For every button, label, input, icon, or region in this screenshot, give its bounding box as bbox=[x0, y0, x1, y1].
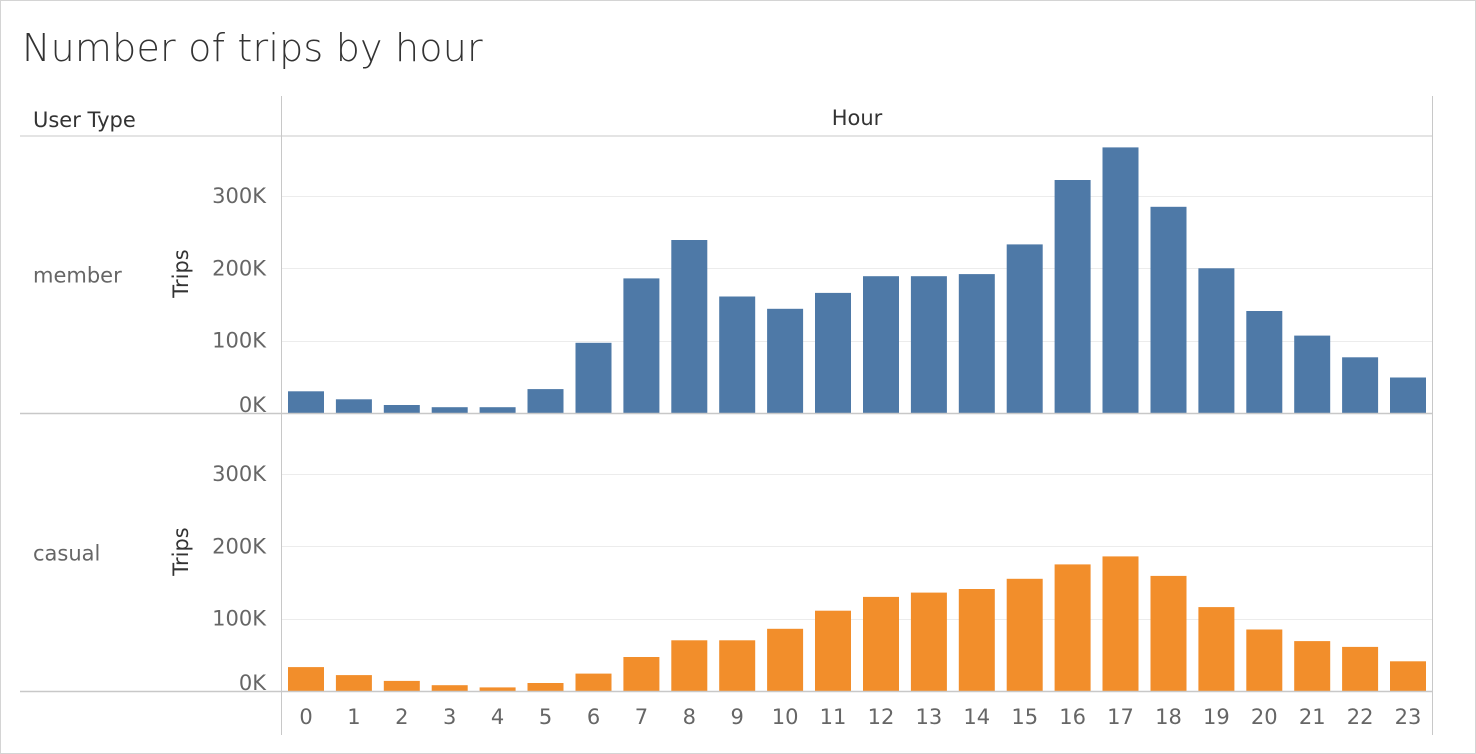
bar-member-hour-22 bbox=[1342, 357, 1379, 413]
x-tick-5: 5 bbox=[539, 705, 552, 729]
header-lines bbox=[20, 96, 1433, 137]
x-tick-22: 22 bbox=[1347, 705, 1374, 729]
bar-member-hour-12 bbox=[863, 276, 899, 413]
bar-member-hour-17 bbox=[1102, 147, 1139, 413]
bar-member-hour-9 bbox=[719, 296, 756, 413]
y-tick-casual-200K: 200K bbox=[212, 534, 267, 558]
bar-casual-hour-21 bbox=[1294, 641, 1331, 691]
bar-member-hour-7 bbox=[623, 278, 660, 413]
bar-member-hour-20 bbox=[1246, 311, 1283, 413]
bar-casual-hour-7 bbox=[623, 657, 660, 691]
x-tick-6: 6 bbox=[587, 705, 600, 729]
bar-member-hour-11 bbox=[815, 292, 851, 413]
bar-casual-hour-10 bbox=[767, 628, 804, 691]
x-tick-1: 1 bbox=[347, 705, 360, 729]
bar-member-hour-23 bbox=[1390, 377, 1426, 413]
bar-member-hour-10 bbox=[767, 308, 804, 413]
panels: 0K 100K 200K 300K Trips member 0K 100K 200K 300K T… bbox=[20, 147, 1432, 695]
chart-title: Number of trips by hour bbox=[22, 26, 483, 70]
bar-member-hour-13 bbox=[910, 276, 947, 413]
x-tick-9: 9 bbox=[731, 705, 744, 729]
bar-casual-hour-12 bbox=[863, 596, 899, 691]
row-label-casual: casual bbox=[33, 542, 100, 566]
bar-casual-hour-19 bbox=[1198, 607, 1235, 691]
bar-casual-hour-8 bbox=[671, 640, 708, 691]
x-tick-14: 14 bbox=[963, 705, 990, 729]
x-tick-10: 10 bbox=[772, 705, 799, 729]
x-tick-19: 19 bbox=[1203, 705, 1230, 729]
x-axis-ticks: 0 1 2 3 4 5 6 7 8 9 10 11 12 13 14 15 16 17 18 19 20 21 22 23 bbox=[299, 705, 1421, 729]
bar-member-hour-8 bbox=[671, 240, 708, 413]
row-header-label: User Type bbox=[33, 108, 136, 132]
x-tick-2: 2 bbox=[395, 705, 408, 729]
y-tick-member-0K: 0K bbox=[239, 393, 267, 417]
column-header-label: Hour bbox=[832, 106, 883, 130]
x-tick-21: 21 bbox=[1299, 705, 1326, 729]
bar-casual-hour-4 bbox=[479, 687, 516, 691]
panel-casual: 0K 100K 200K 300K Trips casual bbox=[20, 462, 1432, 695]
x-tick-13: 13 bbox=[916, 705, 943, 729]
bar-casual-hour-2 bbox=[383, 680, 420, 691]
bar-casual-hour-9 bbox=[719, 640, 756, 691]
bar-member-hour-18 bbox=[1150, 206, 1187, 414]
bar-casual-hour-15 bbox=[1006, 578, 1043, 691]
bar-member-hour-0 bbox=[288, 391, 324, 413]
bar-casual-hour-18 bbox=[1150, 575, 1187, 691]
bar-casual-hour-13 bbox=[910, 592, 947, 691]
x-tick-12: 12 bbox=[868, 705, 895, 729]
bar-member-hour-4 bbox=[479, 407, 516, 413]
bar-casual-hour-0 bbox=[288, 667, 324, 691]
panel-lines bbox=[281, 136, 1433, 735]
y-tick-casual-0K: 0K bbox=[239, 671, 267, 695]
bar-casual-hour-14 bbox=[958, 589, 995, 691]
x-tick-20: 20 bbox=[1251, 705, 1278, 729]
bar-casual-hour-22 bbox=[1342, 646, 1379, 691]
bar-casual-hour-5 bbox=[527, 683, 564, 691]
bar-casual-hour-23 bbox=[1390, 661, 1426, 691]
bar-casual-hour-11 bbox=[815, 610, 851, 691]
x-tick-17: 17 bbox=[1107, 705, 1134, 729]
bar-casual-hour-20 bbox=[1246, 629, 1283, 691]
bar-member-hour-16 bbox=[1054, 180, 1091, 413]
y-tick-member-300K: 300K bbox=[212, 184, 267, 208]
panel-member: 0K 100K 200K 300K Trips member bbox=[20, 147, 1432, 417]
y-axis-title-member: Trips bbox=[169, 249, 193, 298]
bar-casual-hour-17 bbox=[1102, 556, 1139, 691]
bar-member-hour-3 bbox=[431, 407, 468, 413]
y-tick-member-200K: 200K bbox=[212, 256, 267, 280]
bar-casual-hour-3 bbox=[431, 685, 468, 691]
bar-casual-hour-6 bbox=[575, 673, 612, 691]
y-tick-casual-300K: 300K bbox=[212, 462, 267, 486]
bar-member-hour-1 bbox=[335, 399, 372, 414]
x-tick-4: 4 bbox=[491, 705, 504, 729]
y-tick-casual-100K: 100K bbox=[212, 607, 267, 631]
x-tick-11: 11 bbox=[820, 705, 847, 729]
bar-member-hour-5 bbox=[527, 389, 564, 413]
x-tick-18: 18 bbox=[1155, 705, 1182, 729]
bar-casual-hour-1 bbox=[335, 675, 372, 691]
bar-member-hour-19 bbox=[1198, 268, 1235, 413]
x-tick-23: 23 bbox=[1395, 705, 1422, 729]
bar-member-hour-2 bbox=[383, 405, 420, 413]
x-tick-8: 8 bbox=[683, 705, 696, 729]
bar-casual-hour-16 bbox=[1054, 564, 1091, 691]
bar-member-hour-14 bbox=[958, 274, 995, 413]
row-label-member: member bbox=[33, 264, 122, 288]
x-tick-16: 16 bbox=[1059, 705, 1086, 729]
x-tick-15: 15 bbox=[1011, 705, 1038, 729]
bar-member-hour-15 bbox=[1006, 244, 1043, 413]
y-axis-title-casual: Trips bbox=[169, 527, 193, 576]
bar-member-hour-6 bbox=[575, 342, 612, 413]
x-tick-7: 7 bbox=[635, 705, 648, 729]
x-tick-3: 3 bbox=[443, 705, 456, 729]
y-tick-member-100K: 100K bbox=[212, 329, 267, 353]
bar-member-hour-21 bbox=[1294, 335, 1331, 413]
x-tick-0: 0 bbox=[299, 705, 312, 729]
